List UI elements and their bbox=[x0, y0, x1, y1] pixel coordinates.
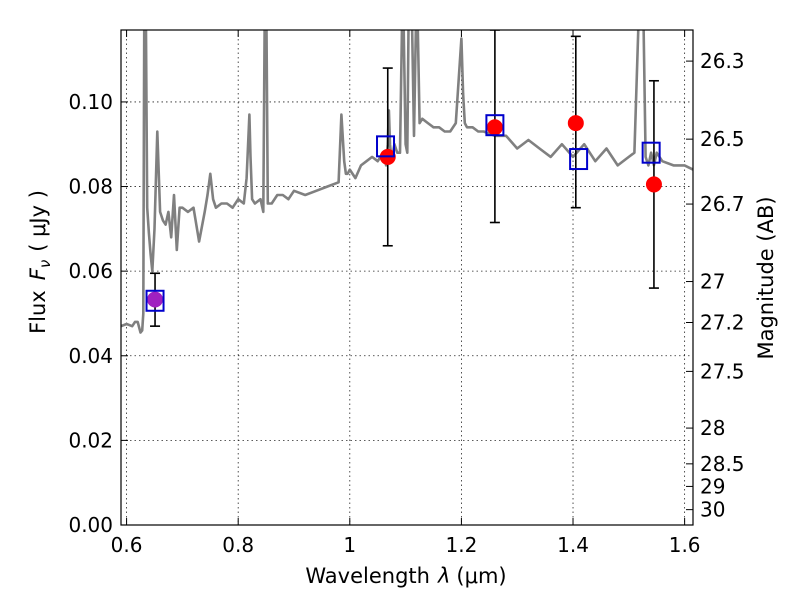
synthetic-square bbox=[145, 289, 165, 312]
y-axis-label-subscript: ν bbox=[36, 260, 54, 268]
y-tick-label: 0.04 bbox=[68, 344, 113, 368]
x-tick-label: 1.6 bbox=[669, 533, 701, 557]
observed-point bbox=[486, 119, 503, 136]
y2-tick-label: 28 bbox=[700, 416, 725, 440]
highlight-point bbox=[147, 291, 164, 308]
y2-axis-label: Magnitude (AB) bbox=[754, 196, 778, 359]
observed-point bbox=[645, 176, 662, 193]
x-axis-label-name: Wavelength bbox=[305, 564, 430, 588]
synthetic-square bbox=[376, 135, 396, 158]
x-axis-label: Wavelength λ (μm) bbox=[305, 564, 506, 588]
axis-ticks: 0.6 0.8 1 1.2 1.4 1.6 0.00 0.02 0.04 0.06 0.08 0.10… bbox=[68, 30, 745, 557]
y-tick-label: 0.02 bbox=[68, 428, 113, 452]
x-axis-label-symbol: λ bbox=[437, 564, 450, 588]
synthetic-square bbox=[641, 141, 661, 164]
y2-tick-label: 27.5 bbox=[700, 359, 745, 383]
y2-tick-label: 26.5 bbox=[700, 127, 745, 151]
y2-tick-label: 27 bbox=[700, 270, 725, 294]
y-axis-label-symbol: F bbox=[26, 267, 50, 280]
y-axis-label-unit: ( μJy ) bbox=[26, 190, 50, 252]
synthetic-square bbox=[569, 148, 589, 171]
plot-data bbox=[121, 30, 693, 334]
y-axis-label-name: Flux bbox=[26, 290, 50, 334]
y2-tick-label: 27.2 bbox=[700, 311, 745, 335]
x-axis-label-unit: (μm) bbox=[456, 564, 506, 588]
y2-tick-label: 29 bbox=[700, 474, 725, 498]
x-tick-label: 1.2 bbox=[446, 533, 478, 557]
y-tick-label: 0.10 bbox=[68, 90, 113, 114]
x-tick-label: 1 bbox=[343, 533, 356, 557]
y2-tick-label: 28.5 bbox=[700, 452, 745, 476]
x-tick-label: 1.4 bbox=[557, 533, 589, 557]
x-tick-label: 0.6 bbox=[111, 533, 143, 557]
observed-point bbox=[567, 115, 584, 132]
model-spectrum-line bbox=[121, 30, 693, 334]
y-tick-label: 0.06 bbox=[68, 259, 113, 283]
y-tick-label: 0.00 bbox=[68, 513, 113, 537]
y-tick-label: 0.08 bbox=[68, 175, 113, 199]
y2-tick-label: 26.7 bbox=[700, 192, 745, 216]
y-axis-label: Flux Fν ( μJy ) bbox=[26, 190, 54, 334]
plot-frame bbox=[120, 29, 694, 526]
y2-tick-label: 30 bbox=[700, 498, 725, 522]
x-tick-label: 0.8 bbox=[222, 533, 254, 557]
y2-tick-label: 26.3 bbox=[700, 49, 745, 73]
synthetic-square bbox=[485, 114, 505, 137]
